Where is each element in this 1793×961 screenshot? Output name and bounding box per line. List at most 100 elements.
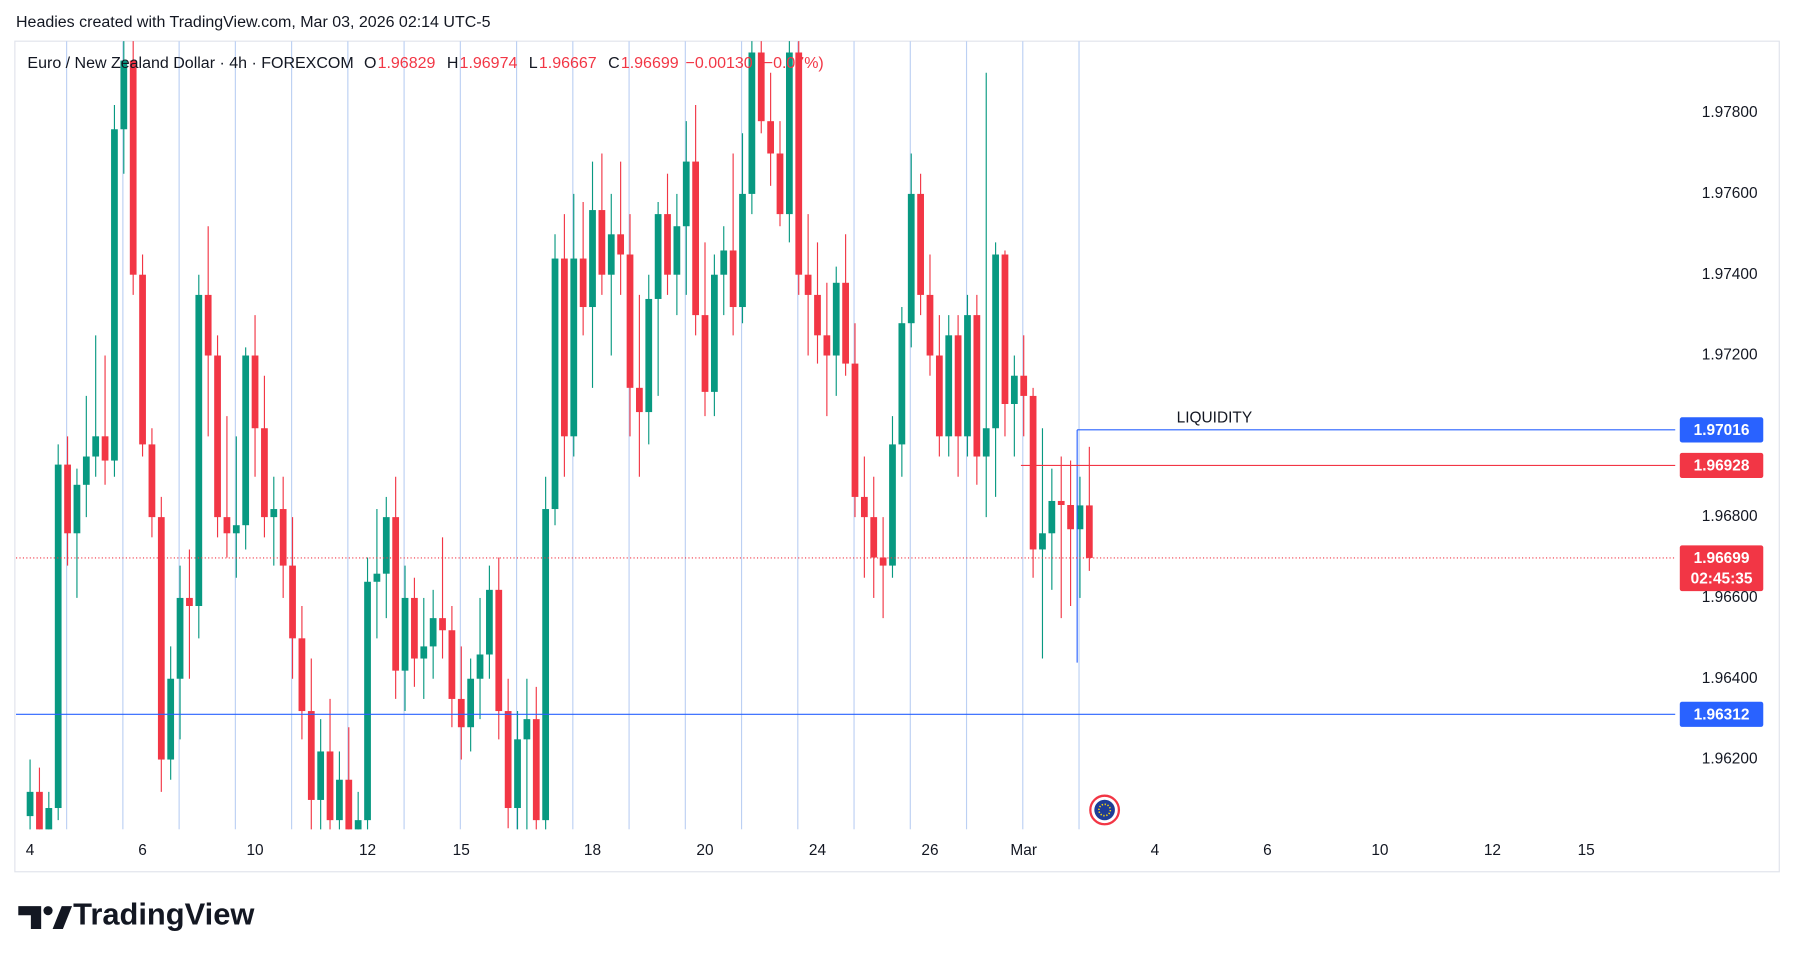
candle-body bbox=[654, 214, 662, 299]
candle-body bbox=[523, 719, 531, 740]
price-tag-label: 1.96312 bbox=[1694, 707, 1750, 724]
legend-change-pct: (−0.07%) bbox=[758, 55, 823, 72]
candle-body bbox=[401, 597, 409, 671]
candle-body bbox=[776, 153, 784, 215]
y-tick-label: 1.97600 bbox=[1702, 185, 1758, 202]
last-price-label: 1.96699 bbox=[1694, 550, 1750, 567]
x-tick-label: 6 bbox=[1263, 842, 1272, 859]
candle-body bbox=[382, 517, 390, 574]
x-tick-label: Mar bbox=[1010, 842, 1037, 859]
candle-body bbox=[1039, 533, 1046, 550]
candle-body bbox=[954, 335, 962, 437]
candle-body bbox=[1076, 505, 1084, 530]
x-tick-label: 26 bbox=[921, 842, 938, 859]
candle-body bbox=[767, 121, 774, 154]
candle-body bbox=[186, 597, 193, 607]
logo: TradingView bbox=[18, 897, 255, 932]
candle-body bbox=[167, 678, 175, 760]
candle-body bbox=[251, 355, 259, 429]
candle-body bbox=[617, 234, 625, 255]
candle-body bbox=[429, 618, 437, 647]
candle-body bbox=[317, 751, 325, 800]
candle-body bbox=[439, 618, 446, 631]
legend-key: O bbox=[364, 55, 376, 72]
candle-body bbox=[889, 444, 896, 566]
candle-body bbox=[692, 161, 700, 316]
candle-body bbox=[992, 254, 999, 429]
candle-body bbox=[561, 258, 568, 437]
candle-body bbox=[111, 129, 118, 461]
candle-body bbox=[120, 60, 128, 130]
y-tick-label: 1.97200 bbox=[1702, 347, 1758, 364]
candle-body bbox=[1029, 395, 1037, 550]
x-tick-label: 15 bbox=[1578, 842, 1595, 859]
candle-body bbox=[467, 678, 475, 728]
candle-body bbox=[682, 161, 690, 227]
candle-body bbox=[26, 791, 34, 817]
candle-body bbox=[486, 589, 493, 655]
event-icon bbox=[1089, 794, 1121, 826]
x-tick-label: 6 bbox=[138, 842, 147, 859]
x-tick-label: 12 bbox=[359, 842, 376, 859]
legend: Euro / New Zealand Dollar · 4h · FOREXCO… bbox=[27, 55, 823, 72]
price-tag-label: 1.97016 bbox=[1694, 422, 1750, 439]
candle-body bbox=[139, 274, 146, 445]
candle-body bbox=[1067, 505, 1074, 530]
candle-body bbox=[354, 820, 362, 830]
candle-body bbox=[870, 517, 878, 558]
candle-body bbox=[148, 444, 156, 518]
level-label: LIQUIDITY bbox=[1177, 409, 1252, 426]
candle-body bbox=[626, 254, 634, 388]
candle-body bbox=[720, 250, 728, 275]
x-tick-label: 10 bbox=[246, 842, 263, 859]
candle-body bbox=[204, 294, 212, 356]
legend-value: 1.96974 bbox=[460, 55, 518, 72]
candle-body bbox=[898, 323, 906, 445]
candle-body bbox=[157, 517, 165, 760]
candle-body bbox=[832, 282, 840, 356]
candle-body bbox=[926, 294, 934, 356]
x-tick-label: 24 bbox=[809, 842, 827, 859]
candle-body bbox=[270, 509, 278, 518]
candle-body bbox=[973, 315, 981, 457]
x-tick-label: 4 bbox=[1151, 842, 1160, 859]
candle-body bbox=[214, 355, 221, 518]
y-tick-label: 1.97400 bbox=[1702, 266, 1758, 283]
candle-body bbox=[364, 581, 371, 821]
symbol-title: Euro / New Zealand Dollar · 4h · FOREXCO… bbox=[27, 55, 353, 72]
candle-body bbox=[457, 698, 465, 728]
x-tick-label: 4 bbox=[26, 842, 35, 859]
candle-body bbox=[673, 226, 681, 275]
x-tick-label: 10 bbox=[1371, 842, 1388, 859]
candle-body bbox=[411, 597, 418, 659]
candle-body bbox=[907, 193, 915, 324]
candle-body bbox=[589, 210, 596, 308]
candle-body bbox=[92, 436, 100, 457]
candle-body bbox=[73, 484, 81, 534]
candle-body bbox=[514, 739, 521, 809]
candle-body bbox=[532, 719, 540, 821]
candle-body bbox=[748, 52, 756, 194]
candle-body bbox=[336, 779, 343, 821]
candle-body bbox=[495, 589, 503, 712]
y-tick-label: 1.96400 bbox=[1702, 670, 1758, 687]
candle-body bbox=[804, 274, 812, 295]
legend-key: H bbox=[447, 55, 459, 72]
legend-value: 1.96667 bbox=[539, 55, 597, 72]
price-tag bbox=[1679, 417, 1764, 443]
candle-body bbox=[82, 456, 90, 485]
candle-body bbox=[917, 193, 924, 295]
candle-body bbox=[664, 214, 671, 275]
candle-body bbox=[851, 363, 859, 497]
candle-body bbox=[598, 210, 606, 275]
candle-body bbox=[842, 282, 849, 364]
candle-body bbox=[101, 436, 109, 461]
legend-value: 1.96699 bbox=[621, 55, 679, 72]
candle-body bbox=[420, 646, 428, 659]
candle-body bbox=[64, 464, 71, 534]
candle-body bbox=[307, 711, 315, 800]
candle-body bbox=[814, 294, 821, 336]
candle-body bbox=[636, 387, 643, 413]
candle-body bbox=[542, 509, 550, 821]
